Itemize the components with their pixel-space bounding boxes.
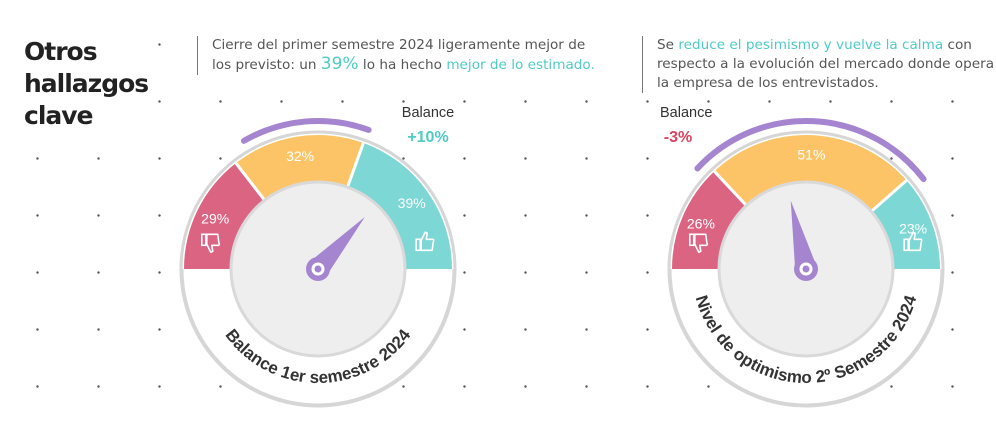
gauge-value-label: 29% xyxy=(201,211,229,227)
thumbs-down-icon xyxy=(200,233,221,254)
gauge-value-label: 26% xyxy=(687,216,715,232)
gauge-value-label: 51% xyxy=(797,147,825,163)
note-highlight: mejor de lo estimado. xyxy=(446,57,595,73)
thumbs-up-icon xyxy=(903,231,923,252)
segment-divider xyxy=(869,178,909,214)
note-text: con respecto a la evolución del mercado … xyxy=(657,37,995,91)
section-heading: Otros hallazgos clave xyxy=(24,36,149,132)
segment-divider xyxy=(345,141,366,189)
finding-note-optimism: Se reduce el pesimismo y vuelve la calma… xyxy=(642,36,996,93)
note-text: lo ha hecho xyxy=(358,57,447,73)
gauge-rim xyxy=(668,268,944,407)
gauge-value-label: 23% xyxy=(899,221,927,237)
balance-label: Balance xyxy=(660,105,712,121)
segment-divider xyxy=(712,169,749,208)
finding-note-semester: Cierre del primer semestre 2024 ligerame… xyxy=(197,36,607,75)
gauge-needle xyxy=(790,200,818,281)
balance-value: +10% xyxy=(407,129,448,146)
note-highlight-percent: 39% xyxy=(320,54,359,74)
gauge-segment-positivo xyxy=(871,180,940,269)
note-highlight: reduce el pesimismo y vuelve la calma xyxy=(678,37,944,53)
balance-value: -3% xyxy=(664,129,692,146)
gauge-2: 26%51%23%Nivel de optimismo 2º Semestre … xyxy=(660,105,945,408)
note-text: Se xyxy=(657,37,679,53)
thumbs-down-icon xyxy=(688,233,709,254)
gauge-rim xyxy=(180,268,456,407)
gauge-value-label: 32% xyxy=(286,148,314,164)
gauge-face-lower xyxy=(717,268,895,358)
segment-divider xyxy=(234,161,267,202)
gauge-1: 29%32%39%Balance 1er semestre 2024Balanc… xyxy=(179,105,457,408)
highlight-arc xyxy=(241,118,372,144)
gauge-face-lower xyxy=(229,268,407,358)
note-text: Cierre del primer semestre 2024 ligerame… xyxy=(212,37,586,73)
thumbs-up-icon xyxy=(415,231,435,252)
gauge-segment-negativo xyxy=(184,163,265,269)
highlight-arc xyxy=(694,118,927,183)
gauge-needle xyxy=(306,216,365,281)
gauge-segment-igual xyxy=(235,135,364,201)
balance-label: Balance xyxy=(402,105,454,121)
gauge-value-label: 39% xyxy=(398,195,426,211)
